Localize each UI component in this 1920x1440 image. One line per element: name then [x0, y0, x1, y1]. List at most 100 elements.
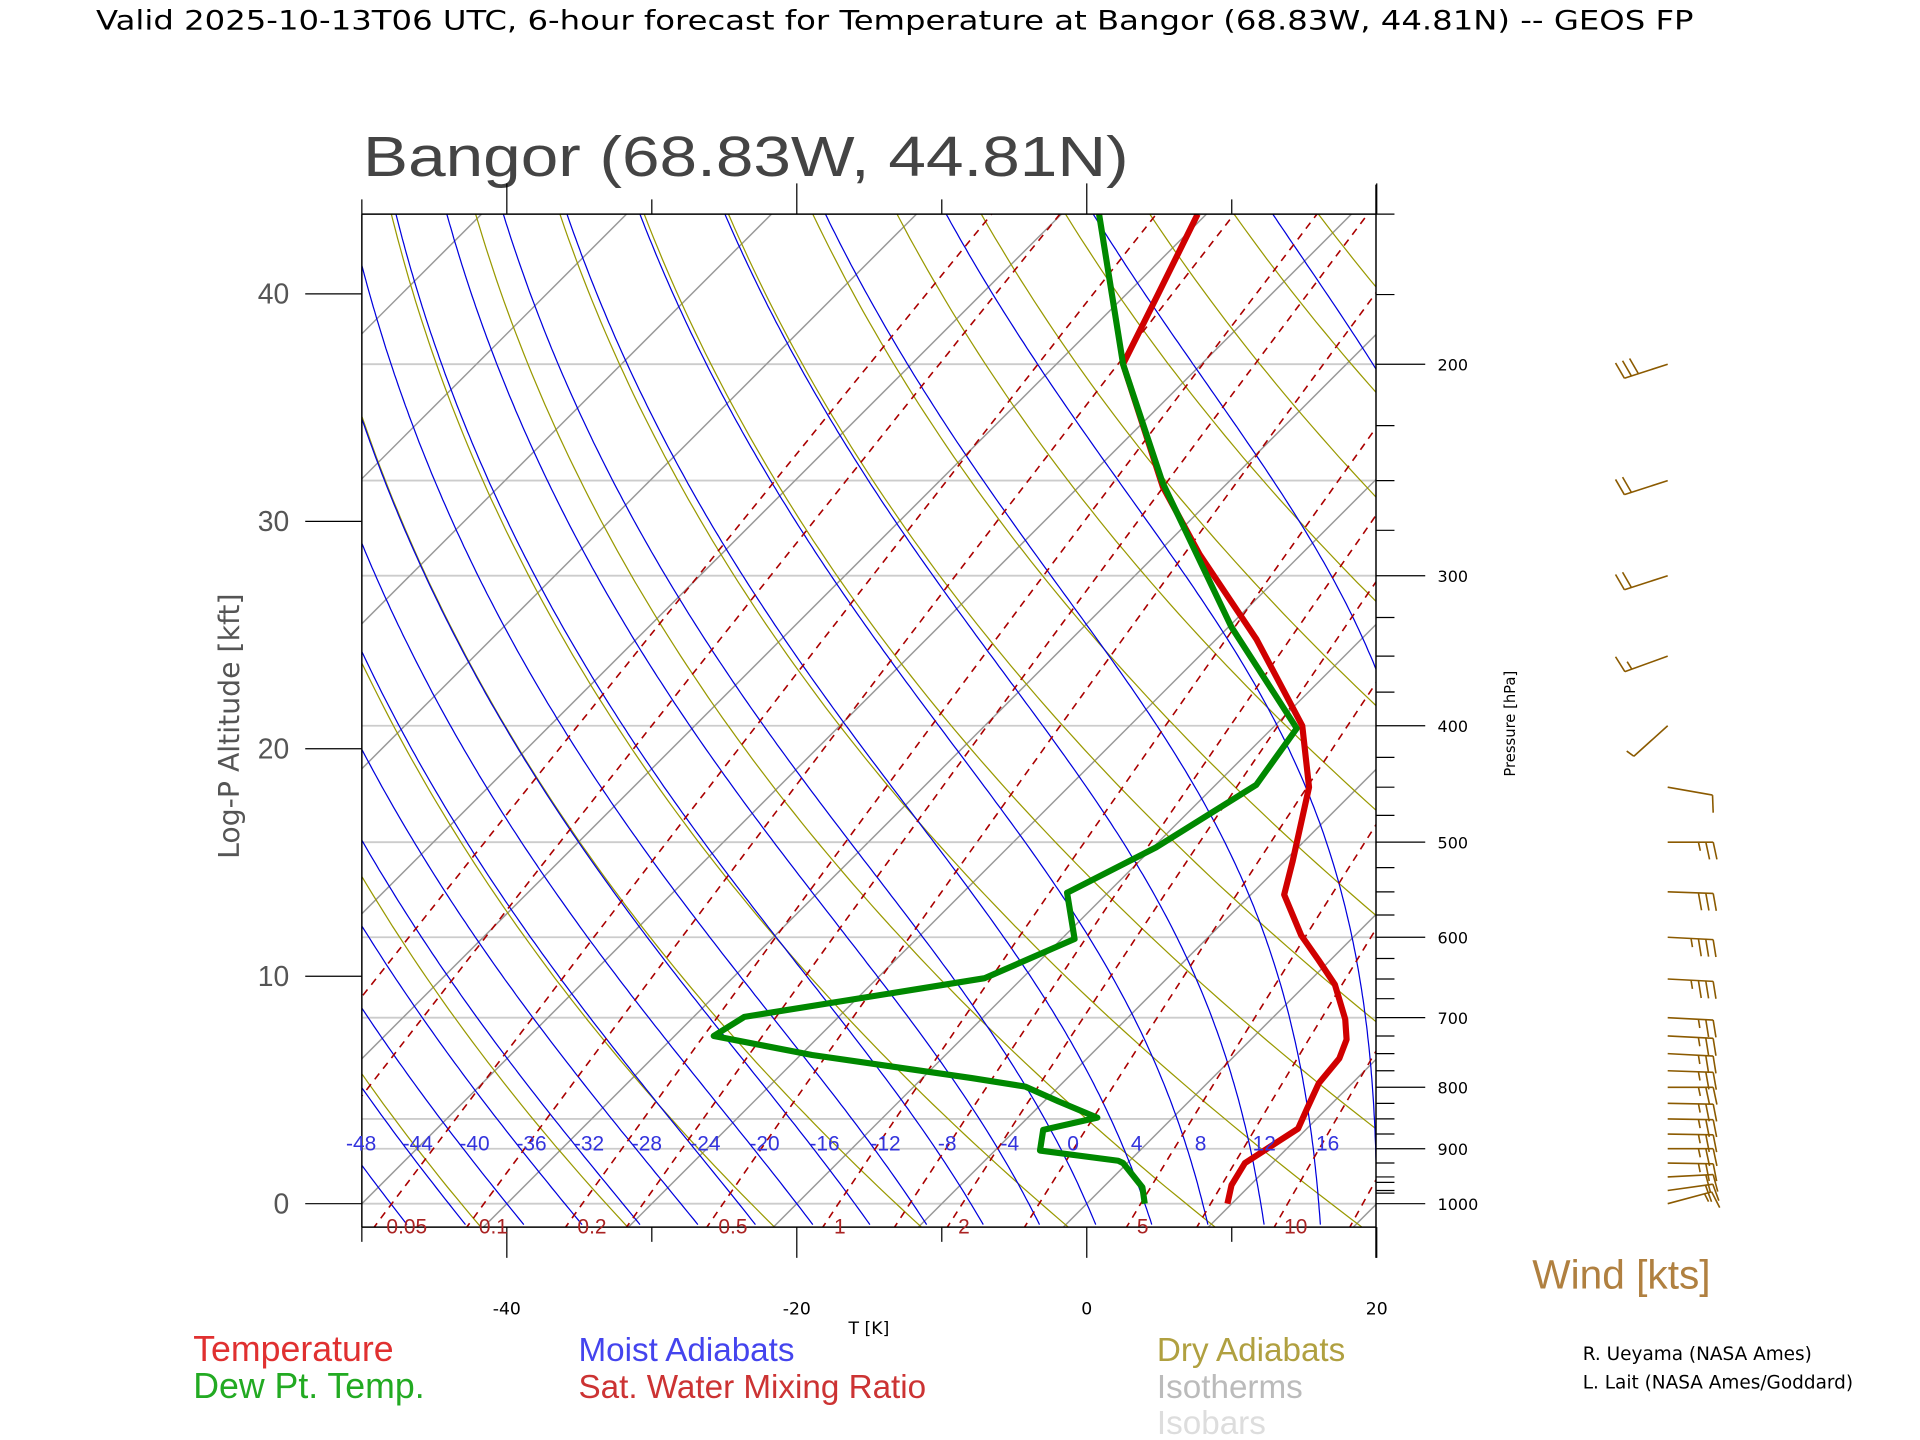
- dewpoint-line: [710, 214, 1300, 1205]
- dry-adiabat-line: [1233, 214, 1376, 394]
- wind-barb-staff: [1667, 1162, 1714, 1165]
- wind-barb-staff: [1667, 978, 1714, 983]
- credit-line: R. Ueyama (NASA Ames): [1583, 1344, 1812, 1365]
- wind-barb: [1614, 358, 1668, 380]
- legend-dry-adiabats: Dry Adiabats: [1157, 1332, 1345, 1369]
- moist-adiabat-label: -40: [459, 1133, 489, 1156]
- isotherm-line: [361, 214, 1353, 1205]
- mixing-ratio-line: [1348, 1178, 1376, 1228]
- wind-barb: [1667, 1147, 1718, 1167]
- altitude-tick-label: 10: [258, 960, 289, 992]
- x-tick-label: 0: [1081, 1299, 1092, 1319]
- legend-temperature: Temperature: [193, 1329, 393, 1369]
- isotherm-line: [917, 768, 1376, 1228]
- altitude-tick-label: 20: [258, 733, 289, 765]
- wind-barb-flag: [1621, 360, 1633, 377]
- mixing-ratio-line: [625, 214, 1369, 1228]
- dry-adiabat-line: [1481, 207, 1920, 1229]
- moist-adiabat-line: [0, 197, 349, 1225]
- isotherm-line: [1496, 196, 1920, 1229]
- wind-barb-half-flag: [1690, 938, 1694, 948]
- dry-adiabat-line: [361, 661, 776, 1228]
- mixing-ratio-label: 5: [1137, 1216, 1149, 1239]
- wind-barb: [1667, 1035, 1717, 1056]
- moist-adiabat-line: [361, 541, 814, 1225]
- wind-barb: [1614, 571, 1668, 591]
- isotherm-line: [361, 214, 918, 770]
- moist-adiabat-label: -12: [870, 1133, 900, 1156]
- moist-adiabat-label: -36: [516, 1133, 546, 1156]
- moist-adiabat-label: 16: [1316, 1133, 1339, 1156]
- moist-adiabat-line: [1092, 214, 1376, 671]
- wind-barb-flag: [1697, 980, 1702, 999]
- moist-adiabat-label: -24: [690, 1133, 721, 1156]
- wind-barb-flag: [1614, 574, 1626, 591]
- mixing-ratio-label: 0.5: [718, 1216, 747, 1239]
- wind-barb: [1667, 1086, 1718, 1105]
- wind-barb-flag: [1614, 656, 1626, 673]
- moist-adiabat-label: -28: [632, 1133, 662, 1156]
- wind-barb-flag: [1712, 939, 1717, 958]
- wind-barb-flag: [1712, 1174, 1719, 1192]
- wind-barb-staff: [1667, 1118, 1714, 1121]
- dry-adiabat-line: [980, 214, 1376, 707]
- dry-adiabat-line: [1565, 207, 1920, 1229]
- wind-barb-staff: [1667, 936, 1714, 941]
- wind-barb-flag: [1712, 1134, 1718, 1153]
- dry-adiabat-line: [361, 1072, 482, 1228]
- moist-adiabat-label: 8: [1195, 1133, 1207, 1156]
- wind-barb-staff: [1667, 1191, 1712, 1205]
- wind-barb-staff: [1667, 891, 1714, 895]
- isotherm-line: [361, 214, 1208, 1060]
- isotherm-line: [1207, 1058, 1376, 1228]
- legend-isobars: Isobars: [1157, 1405, 1266, 1440]
- isotherm-line: [1641, 196, 1920, 1229]
- dry-adiabat-line: [390, 214, 1070, 1228]
- isotherm-line: [1352, 1203, 1376, 1228]
- moist-adiabat-line: [0, 197, 290, 1225]
- wind-barb-half-flag: [1697, 1037, 1701, 1047]
- wind-barb: [1667, 891, 1718, 911]
- wind-barb-staff: [1624, 655, 1668, 673]
- moist-adiabat-line: [502, 214, 1097, 1225]
- isotherm-line: [361, 214, 483, 335]
- wind-barb-half-flag: [1697, 1148, 1702, 1158]
- dry-adiabat-line: [727, 214, 1376, 1023]
- wind-barb: [1667, 786, 1714, 813]
- wind-barb: [1614, 476, 1668, 496]
- wind-barb-half-flag: [1697, 1087, 1702, 1097]
- dry-adiabat-line: [361, 414, 923, 1228]
- wind-barb-flag: [1712, 1055, 1717, 1074]
- wind-barb: [1667, 1016, 1717, 1038]
- dry-adiabat-line: [812, 214, 1376, 917]
- isotherm-line: [0, 196, 354, 1229]
- wind-barb-flag: [1710, 1191, 1721, 1208]
- dry-adiabat-line: [1816, 207, 1920, 1229]
- wind-barb: [1667, 1191, 1721, 1208]
- wind-barb: [1667, 936, 1717, 958]
- profiles: [710, 214, 1350, 1205]
- wind-barb-flag: [1712, 841, 1718, 860]
- wind-barb-flag: [1705, 939, 1710, 957]
- isotherm-line: [627, 478, 1376, 1228]
- moist-adiabat-line: [361, 417, 871, 1225]
- wind-barb-flag: [1705, 1103, 1711, 1122]
- wind-barb-half-flag: [1626, 750, 1635, 757]
- wind-barb: [1667, 1102, 1718, 1122]
- right-axis-label: Pressure [hPa]: [1502, 671, 1519, 777]
- moist-adiabat-line: [945, 214, 1376, 1194]
- legend-moist-adiabats: Moist Adiabats: [578, 1332, 794, 1369]
- wind-barb-flag: [1705, 893, 1710, 911]
- wind-barb-staff: [1624, 479, 1668, 496]
- isotherm-line: [482, 333, 1376, 1228]
- wind-barb-staff: [1624, 363, 1668, 380]
- dry-adiabat-line: [559, 214, 1363, 1228]
- moist-adiabat-label: -16: [809, 1133, 839, 1156]
- altitude-tick-label: 30: [258, 505, 289, 537]
- mixing-ratio-line: [1273, 1049, 1376, 1228]
- wind-barb: [1667, 1183, 1720, 1203]
- isotherm-line: [361, 214, 773, 625]
- wind-barb-staff: [1667, 1069, 1714, 1074]
- mixing-ratio-line: [465, 214, 1236, 1228]
- wind-barb-staff: [1667, 1102, 1714, 1105]
